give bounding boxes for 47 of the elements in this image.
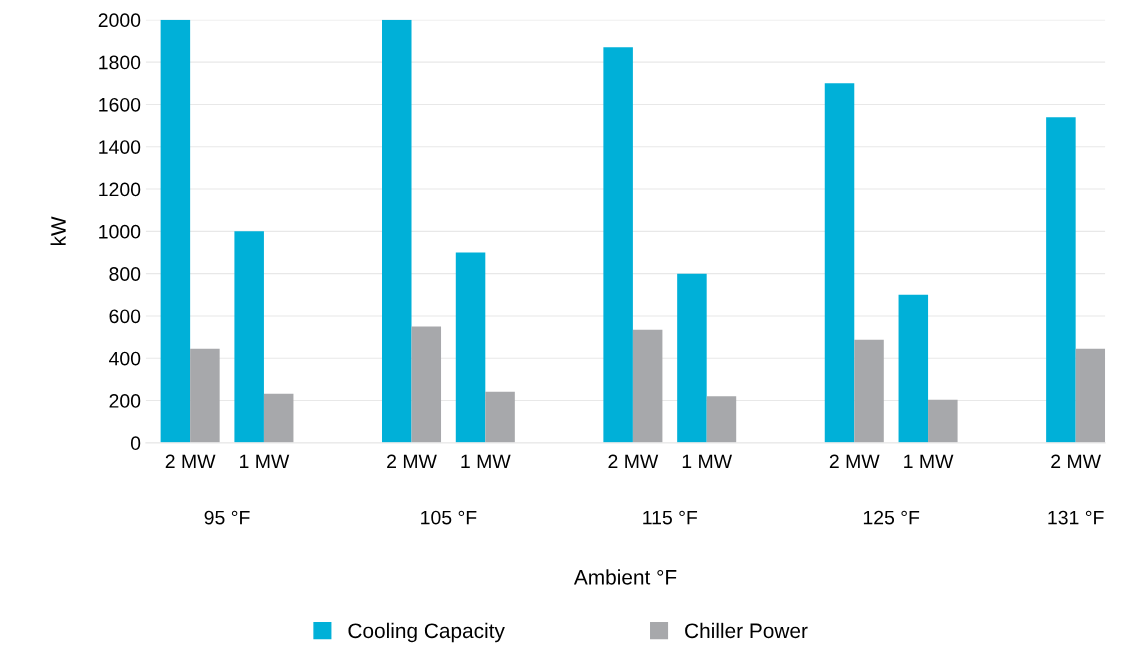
x-tick-label: 1 MW [904,454,954,469]
x-tick-label: 2 MW [165,454,216,469]
x-tick-label: 1 MW [461,454,511,469]
x-tick-label: 2 MW [608,454,659,469]
x-tick-label: 1 MW [682,454,733,469]
x-axis-title: Ambient °F [573,569,677,585]
y-tick-label: 1000 [99,224,141,239]
bar [190,348,220,443]
y-tick-label: 600 [109,309,141,324]
text: 115 °F [643,510,698,525]
bar [455,252,486,443]
bar [411,326,442,443]
bar [485,391,515,443]
y-tick-label: 1800 [99,55,141,70]
y-axis-title: kW [50,216,66,245]
bar [160,19,191,443]
text: 105 °F [421,510,477,525]
y-tick-label: 1600 [99,97,141,112]
x-tick-label: 2 MW [829,454,880,469]
x-tick-label: 2 MW [387,454,437,469]
y-tick-label: 800 [109,267,141,281]
bar [1075,348,1106,443]
bar [824,83,855,443]
bar [1046,117,1076,443]
bar [263,393,294,443]
bar [928,399,958,443]
y-tick-label: 1200 [99,182,141,197]
bar [898,294,929,443]
y-tick-label: 0 [130,436,141,451]
text: 131 °F [1048,510,1104,525]
y-tick-label: 1400 [99,140,141,154]
text: 125 °F [863,510,920,525]
bar [382,19,412,443]
bar [632,329,663,443]
bar [706,396,737,443]
bar [234,231,264,443]
bar [603,47,633,443]
bar [677,273,707,443]
y-tick-label: 200 [109,394,141,408]
legend-label: Chiller Power [685,622,808,639]
y-tick-label: 400 [109,351,141,366]
x-tick-label: 2 MW [1051,454,1101,469]
bar [854,339,884,443]
y-tick-label: 2000 [98,13,141,28]
legend-label: Cooling Capacity [348,622,505,643]
text: 95 °F [204,510,250,525]
x-tick-label: 1 MW [240,454,290,469]
